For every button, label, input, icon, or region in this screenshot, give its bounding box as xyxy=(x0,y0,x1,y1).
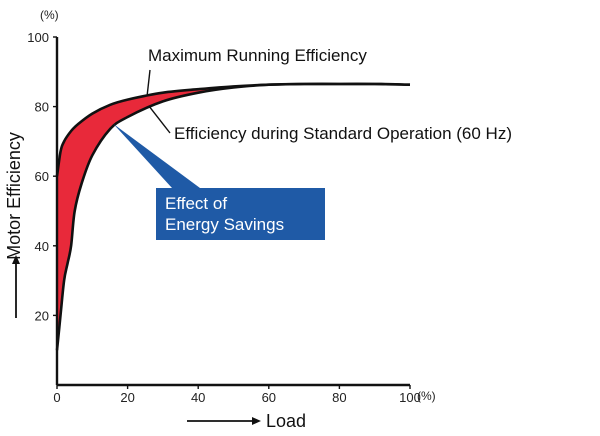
y-unit-label: (%) xyxy=(40,8,59,22)
x-tick-label: 40 xyxy=(191,390,205,405)
max-efficiency-pointer xyxy=(146,69,151,95)
x-axis-title: Load xyxy=(266,411,306,431)
callout-line-2: Energy Savings xyxy=(165,215,284,234)
y-axis-title: Motor Efficiency xyxy=(4,132,24,260)
y-tick-label: 100 xyxy=(27,30,49,45)
y-tick-label: 80 xyxy=(35,100,49,115)
x-tick-label: 60 xyxy=(262,390,276,405)
standard-efficiency-pointer xyxy=(148,105,171,134)
x-tick-label: 0 xyxy=(53,390,60,405)
callout-line-1: Effect of xyxy=(165,194,227,213)
x-tick-label: 100 xyxy=(399,390,421,405)
y-tick-label: 40 xyxy=(35,239,49,254)
standard-efficiency-label: Efficiency during Standard Operation (60… xyxy=(174,124,512,143)
y-axis-arrow xyxy=(12,255,20,318)
x-axis-arrow xyxy=(187,417,261,425)
y-tick-label: 60 xyxy=(35,169,49,184)
max-efficiency-label: Maximum Running Efficiency xyxy=(148,46,367,65)
x-tick-label: 20 xyxy=(120,390,134,405)
x-tick-label: 80 xyxy=(332,390,346,405)
y-tick-label: 20 xyxy=(35,308,49,323)
x-unit-label: (%) xyxy=(417,389,436,403)
series-line-standard-efficiency xyxy=(55,82,411,351)
energy-savings-callout xyxy=(113,124,325,240)
